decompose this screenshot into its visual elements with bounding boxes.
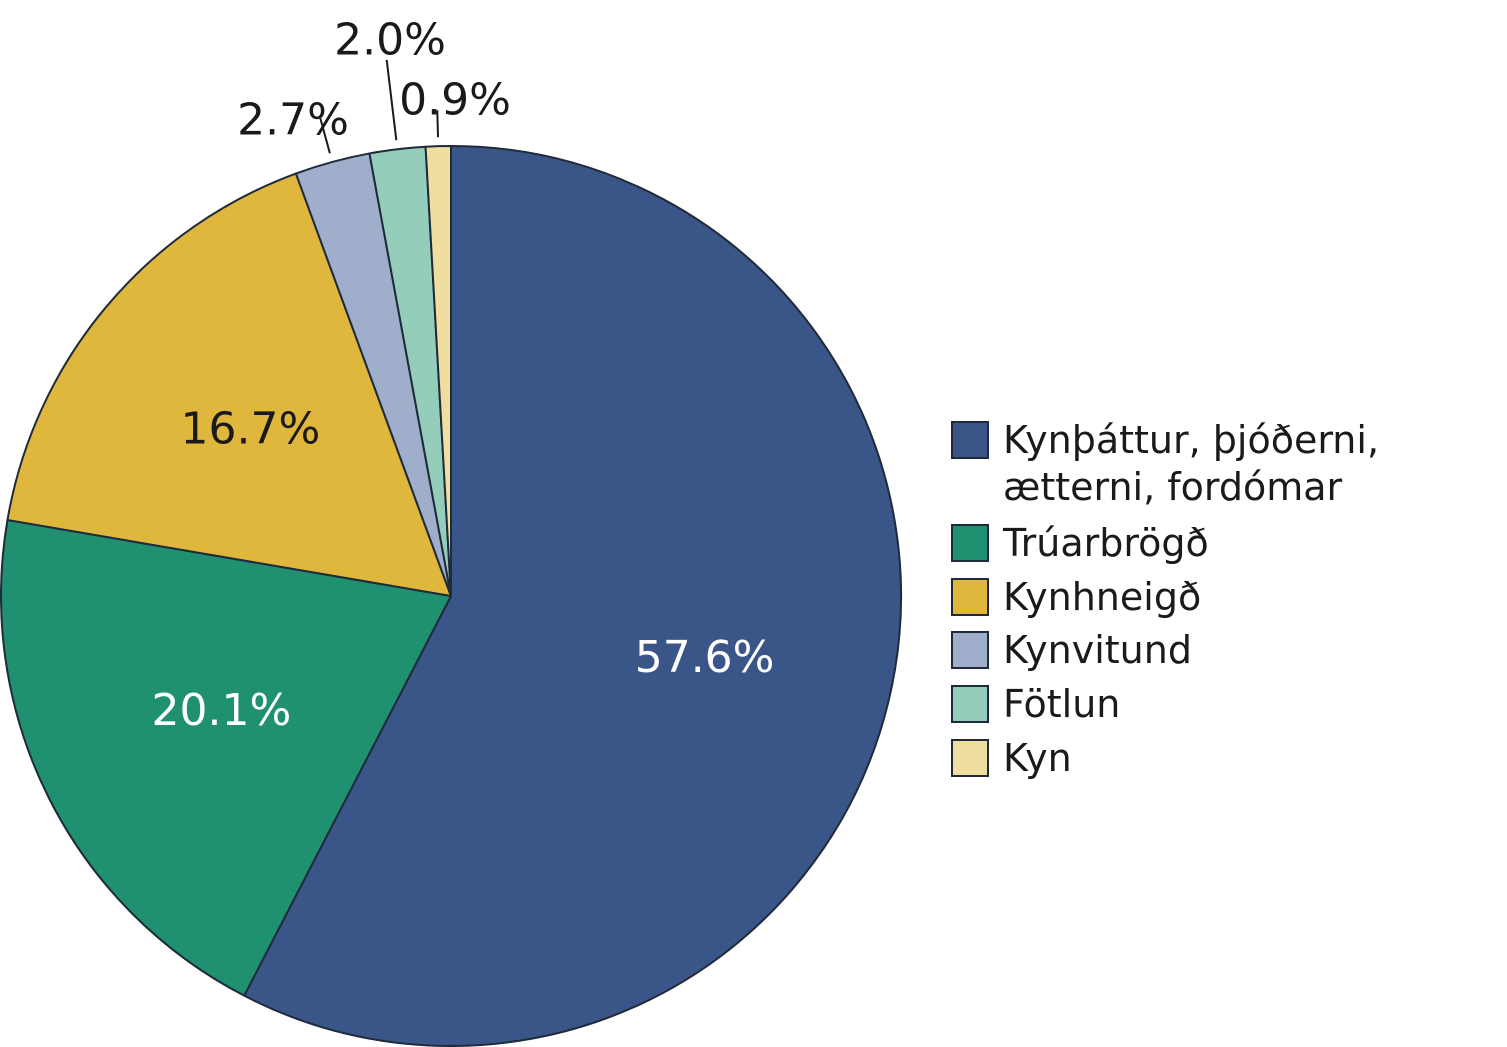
legend-label-kynhneigd: Kynhneigð: [1003, 575, 1201, 619]
legend-swatch-fotlun: [951, 685, 989, 723]
legend-swatch-kynvitund: [951, 631, 989, 669]
leader-line-kyn: [436, 110, 440, 138]
legend-swatch-kyn: [951, 739, 989, 777]
data-label-kynthattur-thjoderni-aetterni-fordomar: 57.6%: [635, 632, 775, 683]
pie-slice-kyn: [424, 145, 452, 597]
data-labels: 57.6% 20.1% 16.7% 2.7% 2.0% 0.9%: [151, 15, 774, 736]
data-label-truarbrogd: 20.1%: [151, 685, 291, 736]
legend-label-kynthattur-thjoderni-aetterni-fordomar-line-2: ætterni, fordómar: [1003, 465, 1343, 509]
leader-line-fotlun: [385, 59, 398, 141]
legend-label-kynthattur-thjoderni-aetterni-fordomar-line-1: Kynþáttur, þjóðerni,: [1003, 418, 1379, 462]
data-label-kynhneigd: 16.7%: [181, 404, 321, 455]
pie-slices: [0, 145, 902, 1047]
legend-label-kyn: Kyn: [1003, 736, 1072, 780]
legend-label-truarbrogd: Trúarbrögð: [1002, 521, 1209, 565]
legend-label-kynvitund: Kynvitund: [1003, 628, 1192, 672]
legend: Kynþáttur, þjóðerni,ætterni, fordómar Trú…: [951, 418, 1379, 780]
pie-slice-truarbrogd: [0, 519, 452, 997]
legend-swatch-truarbrogd: [951, 524, 989, 562]
data-label-kynvitund: 2.7%: [237, 95, 349, 146]
pie-slice-kynthattur-thjoderni-aetterni-fordomar: [243, 145, 902, 1047]
leader-lines: [319, 59, 440, 154]
legend-label-fotlun: Fötlun: [1003, 682, 1120, 726]
data-label-fotlun: 2.0%: [334, 15, 446, 66]
legend-swatch-kynthattur-thjoderni-aetterni-fordomar: [951, 421, 989, 459]
pie-slice-kynhneigd: [6, 172, 452, 597]
data-label-kyn: 0.9%: [399, 75, 511, 126]
leader-line-kynvitund: [319, 118, 331, 154]
legend-swatch-kynhneigd: [951, 578, 989, 616]
